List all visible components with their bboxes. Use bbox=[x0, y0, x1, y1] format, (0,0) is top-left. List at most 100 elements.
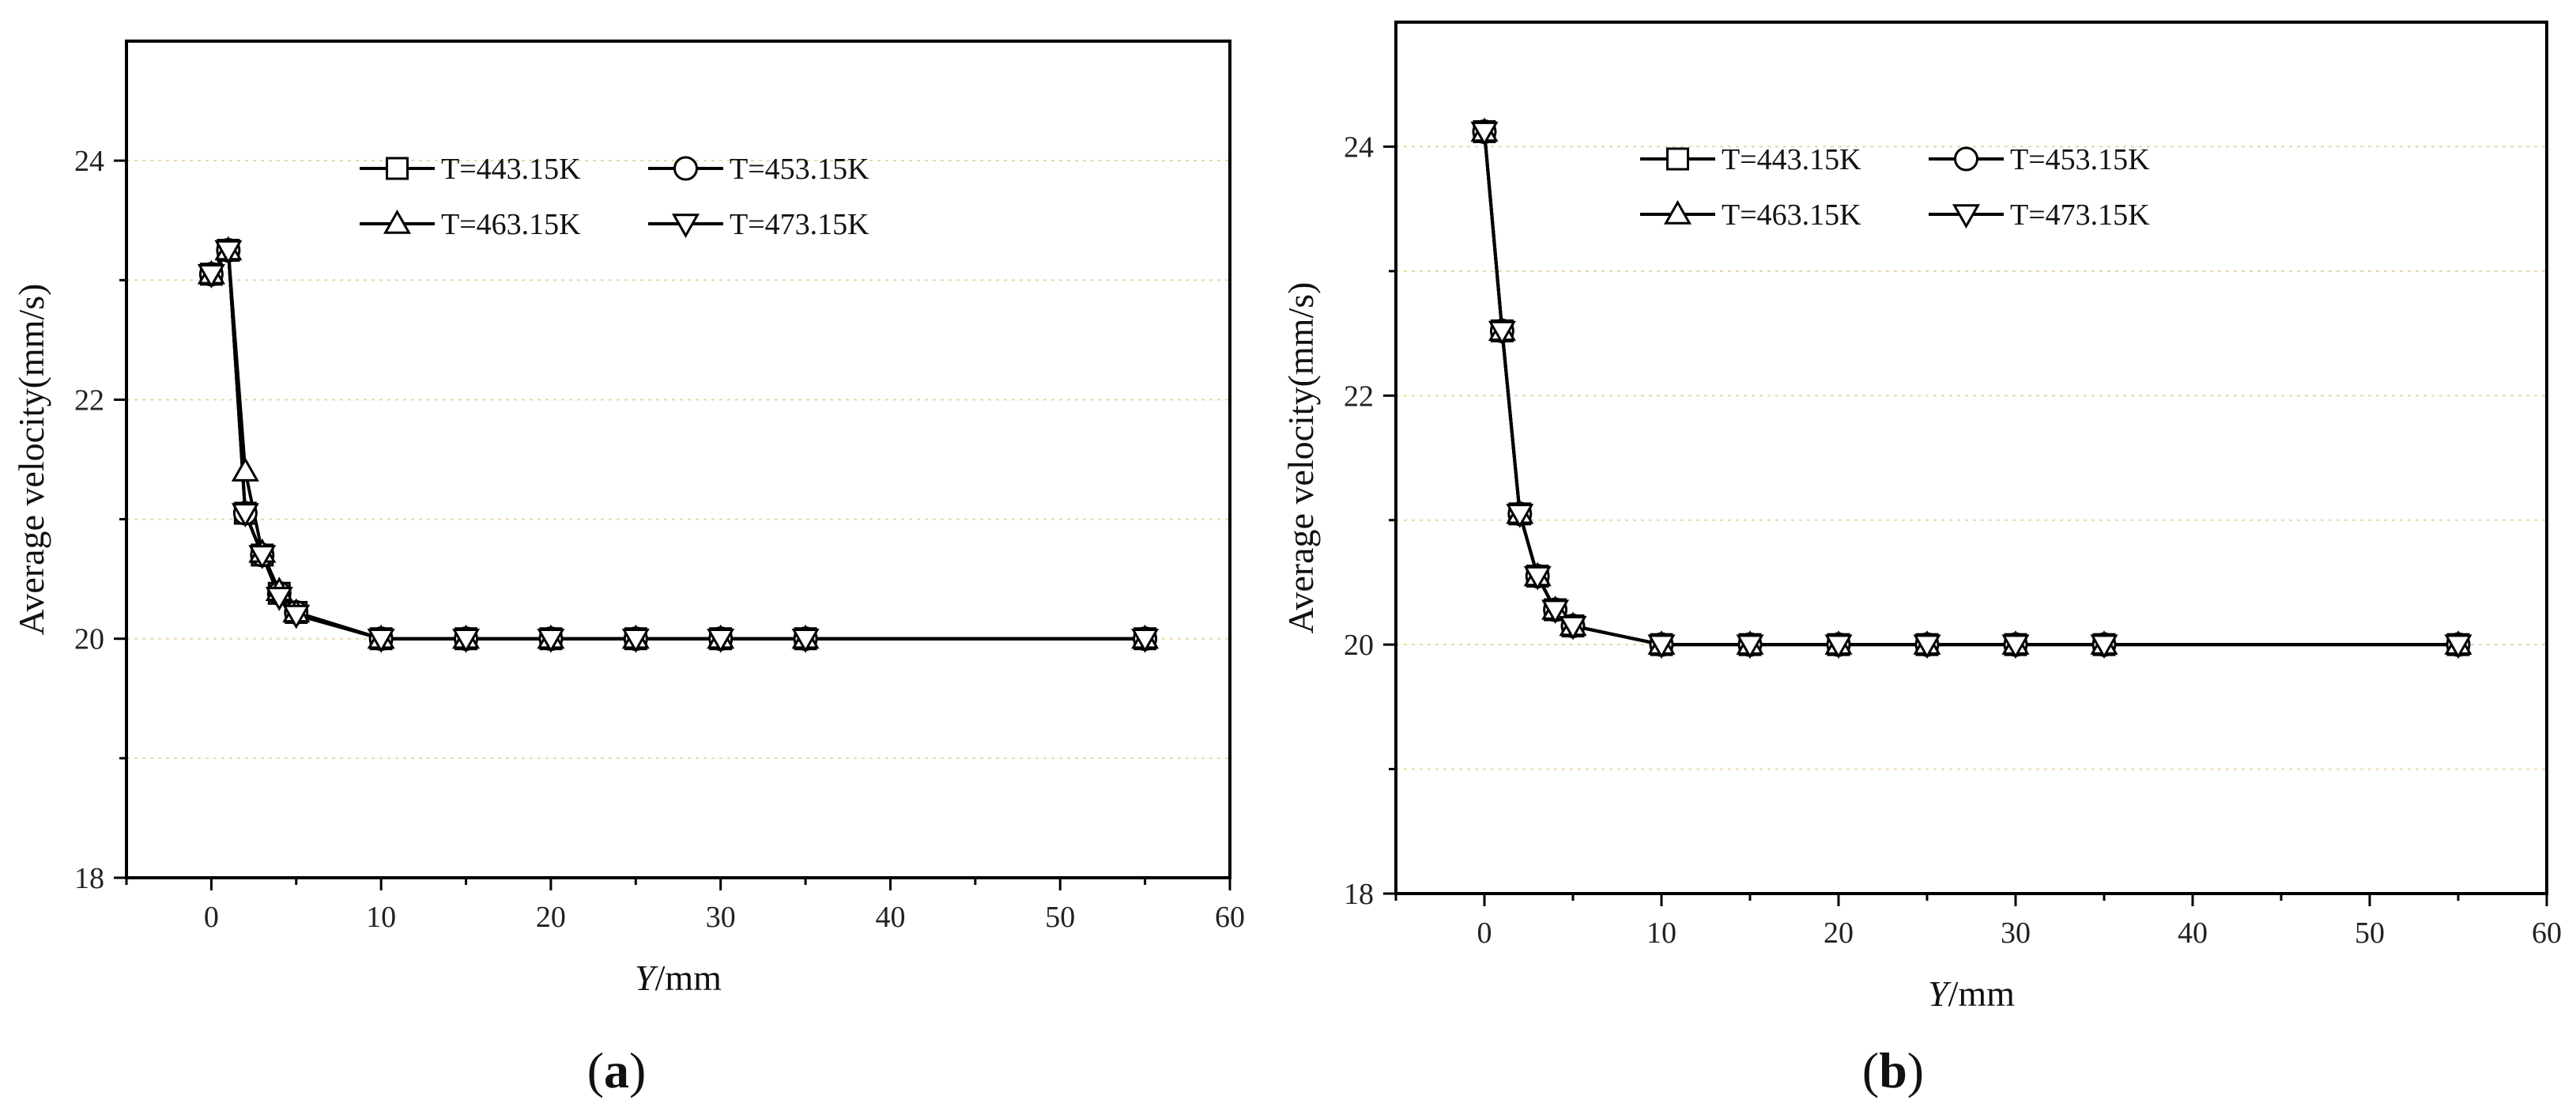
legend-item: T=453.15K bbox=[1929, 143, 2150, 176]
data-point-triangle-down bbox=[214, 240, 243, 265]
legend-label: T=473.15K bbox=[2010, 198, 2150, 232]
legend: T=443.15K T=453.15K T=463.15K T=473.15K bbox=[360, 153, 869, 241]
y-tick-label: 22 bbox=[1344, 380, 1374, 413]
x-tick-label: 20 bbox=[1824, 917, 1854, 950]
y-axis-title: Average velocity(mm/s) bbox=[11, 284, 51, 636]
y-tick-label: 24 bbox=[1344, 130, 1374, 164]
data-point-triangle-down bbox=[248, 545, 277, 569]
legend-item: T=443.15K bbox=[1640, 143, 1861, 176]
legend-label: T=443.15K bbox=[1722, 143, 1861, 176]
x-tick-label: 10 bbox=[1646, 917, 1676, 950]
legend-item: T=463.15K bbox=[360, 208, 581, 241]
panel-label: (b) bbox=[1862, 1042, 1924, 1098]
x-tick-label: 50 bbox=[2355, 917, 2385, 950]
legend-item: T=443.15K bbox=[360, 153, 581, 186]
data-point-triangle-down bbox=[2001, 634, 2030, 660]
panel-label-close: ) bbox=[629, 1042, 646, 1098]
panel-label: (a) bbox=[587, 1042, 647, 1098]
x-axis-title: Y/mm bbox=[1928, 973, 2015, 1014]
x-tick-label: 30 bbox=[2001, 917, 2031, 950]
panel-label-open: ( bbox=[1862, 1042, 1879, 1098]
data-point-triangle-down bbox=[1470, 121, 1499, 146]
data-point-triangle-down bbox=[231, 503, 259, 527]
data-point-triangle-down bbox=[1647, 634, 1676, 660]
panel-label-open: ( bbox=[587, 1042, 604, 1098]
chart-panel-b: 0 10 20 30 40 50 60 18 20 22 24 Y/mm Average velocit… bbox=[1280, 21, 2562, 1098]
data-point-triangle-down bbox=[791, 629, 820, 653]
y-axis-title: Average velocity(mm/s) bbox=[1280, 282, 1321, 634]
data-point-triangle-down bbox=[1913, 634, 1941, 660]
plot-frame bbox=[1394, 21, 2548, 895]
x-axis-title-variable: Y bbox=[635, 958, 658, 998]
data-point-triangle-down bbox=[1541, 599, 1570, 625]
chart-panel-a: 0 10 20 30 40 50 60 18 20 22 24 Y/mm Average velocit… bbox=[11, 40, 1245, 1098]
y-tick-label: 20 bbox=[74, 623, 104, 656]
x-tick-label: 60 bbox=[2532, 917, 2562, 950]
legend-marker-circle bbox=[673, 156, 698, 181]
data-point-triangle-up bbox=[231, 457, 259, 482]
x-tick-label: 10 bbox=[366, 901, 396, 934]
data-point-triangle-down bbox=[1824, 634, 1853, 660]
data-point-triangle-down bbox=[367, 629, 395, 653]
panel-label-close: ) bbox=[1907, 1042, 1924, 1098]
legend-marker-triangle-down bbox=[1952, 204, 1981, 229]
x-tick-label: 50 bbox=[1045, 901, 1075, 934]
data-point-triangle-down bbox=[1736, 634, 1764, 660]
data-point-triangle-down bbox=[1506, 504, 1534, 528]
legend-marker-triangle-down bbox=[671, 214, 700, 238]
legend-label: T=463.15K bbox=[441, 208, 581, 241]
series-line-circle bbox=[209, 248, 1145, 641]
legend-label: T=473.15K bbox=[730, 208, 869, 241]
x-tick-label: 20 bbox=[536, 901, 566, 934]
x-tick-label: 60 bbox=[1215, 901, 1245, 934]
x-axis-title-variable: Y bbox=[1928, 973, 1952, 1014]
y-tick-label: 20 bbox=[1344, 629, 1374, 662]
data-point-triangle-down bbox=[265, 587, 293, 611]
panel-label-letter: b bbox=[1879, 1042, 1907, 1098]
data-point-triangle-down bbox=[282, 604, 311, 629]
data-point-triangle-down bbox=[1488, 320, 1516, 346]
data-point-triangle-down bbox=[707, 629, 735, 653]
x-tick-label: 30 bbox=[706, 901, 736, 934]
data-point-triangle-down bbox=[197, 264, 225, 289]
legend-item: T=473.15K bbox=[1929, 198, 2150, 232]
legend-marker-triangle-up bbox=[383, 210, 412, 234]
legend-item: T=453.15K bbox=[648, 153, 869, 186]
legend-label: T=453.15K bbox=[730, 153, 869, 186]
legend-label: T=463.15K bbox=[1722, 198, 1861, 232]
legend-marker-circle bbox=[1954, 146, 1978, 172]
legend: T=443.15K T=453.15K T=463.15K T=473.15K bbox=[1640, 143, 2150, 232]
data-point-triangle-down bbox=[537, 629, 565, 653]
x-tick-label: 40 bbox=[875, 901, 905, 934]
data-point-triangle-down bbox=[1523, 565, 1552, 591]
y-tick-label: 24 bbox=[74, 145, 104, 178]
y-tick-label: 18 bbox=[74, 862, 104, 895]
series-line-triangle-down bbox=[209, 248, 1145, 641]
data-point-triangle-down bbox=[2090, 634, 2118, 660]
series-line-square bbox=[209, 248, 1145, 641]
panel-label-letter: a bbox=[604, 1042, 629, 1098]
y-tick-label: 22 bbox=[74, 384, 104, 417]
legend-item: T=463.15K bbox=[1640, 198, 1861, 232]
x-axis-title: Y/mm bbox=[635, 958, 722, 998]
data-point-triangle-down bbox=[452, 629, 481, 653]
data-point-triangle-down bbox=[621, 629, 650, 653]
data-point-triangle-down bbox=[1131, 629, 1160, 653]
legend-marker-triangle-up bbox=[1663, 200, 1692, 225]
legend-item: T=473.15K bbox=[648, 208, 869, 241]
series-line-triangle-up bbox=[209, 248, 1145, 641]
data-point-triangle-down bbox=[2444, 634, 2472, 660]
legend-label: T=443.15K bbox=[441, 153, 581, 186]
legend-label: T=453.15K bbox=[2010, 143, 2150, 176]
x-axis-title-unit: /mm bbox=[655, 958, 722, 998]
legend-marker-square bbox=[386, 157, 409, 180]
x-tick-label: 40 bbox=[2178, 917, 2208, 950]
y-tick-label: 18 bbox=[1344, 878, 1374, 911]
plot-frame bbox=[125, 40, 1231, 879]
x-axis-title-unit: /mm bbox=[1948, 973, 2016, 1014]
x-tick-label: 0 bbox=[1477, 917, 1492, 950]
data-point-triangle-down bbox=[1559, 615, 1587, 641]
legend-marker-square bbox=[1666, 147, 1689, 171]
